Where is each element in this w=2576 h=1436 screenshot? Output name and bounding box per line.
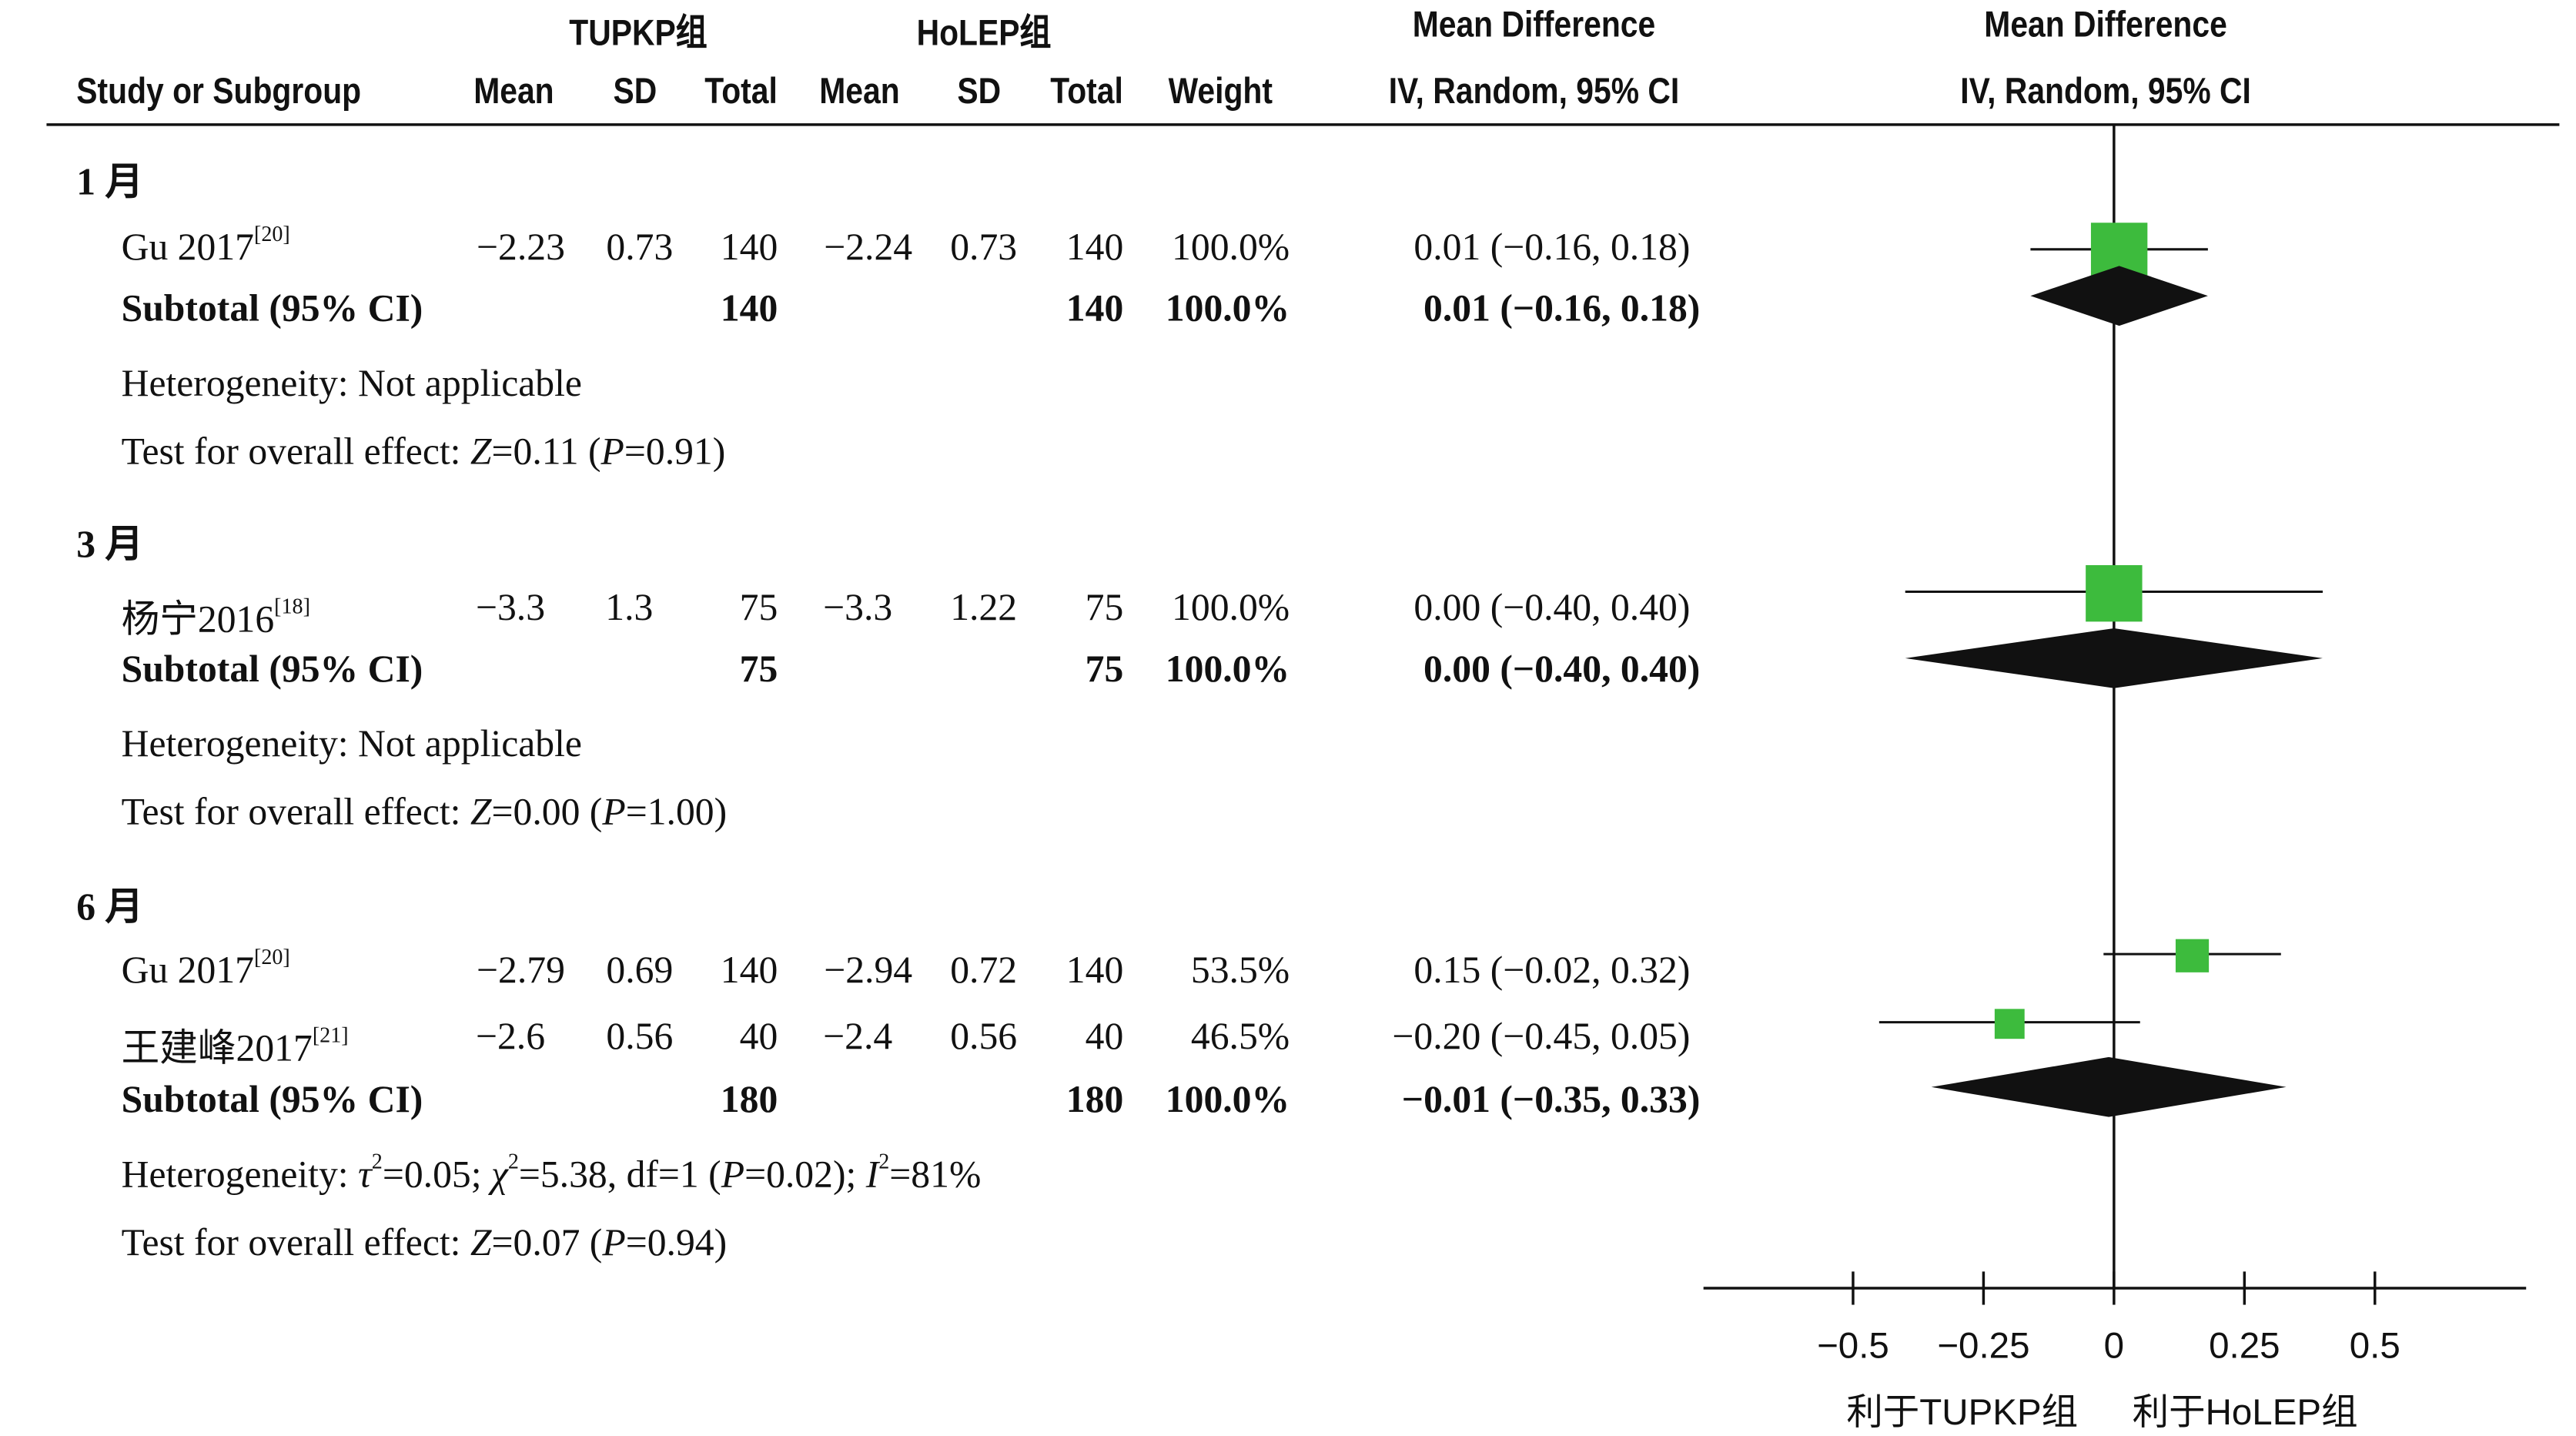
x-tick-label: 0 xyxy=(2104,1326,2124,1367)
weight-cell: 53.5% xyxy=(1190,949,1290,991)
x-tick-label: 0.5 xyxy=(2350,1326,2400,1367)
total1-cell: 140 xyxy=(720,226,778,268)
subtotal-weight: 100.0% xyxy=(1165,648,1290,690)
subtotal-total1: 140 xyxy=(720,287,778,330)
subgroup-label: 6 月 xyxy=(76,885,144,928)
study-column-header: Study or Subgroup xyxy=(76,69,362,112)
study-name: Gu 2017[20] xyxy=(121,944,290,991)
favours-left-label: 利于TUPKP组 xyxy=(1846,1391,2079,1433)
study-effect-box xyxy=(2175,939,2210,972)
sd1-cell: 0.56 xyxy=(606,1015,674,1057)
effect-title-header: Mean Difference xyxy=(1412,3,1656,45)
study-reference: [21] xyxy=(312,1023,349,1048)
ci-cell: 0.00 (−0.40, 0.40) xyxy=(1413,587,1691,628)
plot-method-header: IV, Random, 95% CI xyxy=(1960,69,2251,112)
mean1-cell: −2.79 xyxy=(477,949,565,991)
subtotal-diamond xyxy=(2030,266,2208,326)
overall-effect-text: Test for overall effect: Z=0.11 (P=0.91) xyxy=(121,430,726,473)
sd1-cell: 1.3 xyxy=(605,587,654,628)
x-tick-label: 0.25 xyxy=(2209,1326,2280,1367)
sd2-cell: 0.72 xyxy=(950,949,1018,991)
study-effect-box xyxy=(2086,564,2143,622)
total2-cell: 75 xyxy=(1085,587,1124,628)
sd1-column-header: SD xyxy=(613,69,657,112)
total2-cell: 140 xyxy=(1066,226,1124,268)
weight-cell: 100.0% xyxy=(1172,226,1290,268)
total1-cell: 140 xyxy=(720,949,778,991)
study-reference: [20] xyxy=(254,221,290,247)
heterogeneity-text: Heterogeneity: τ2=0.05; χ2=5.38, df=1 (P… xyxy=(121,1149,982,1196)
study-reference: [20] xyxy=(254,944,290,970)
mean2-cell: −2.94 xyxy=(824,949,913,991)
heterogeneity-text: Heterogeneity: Not applicable xyxy=(121,362,582,404)
sd2-column-header: SD xyxy=(957,69,1002,112)
mean2-cell: −2.24 xyxy=(824,226,913,268)
mean2-cell: −3.3 xyxy=(823,587,893,628)
sd2-cell: 0.73 xyxy=(950,226,1018,268)
plot-title-header: Mean Difference xyxy=(1984,3,2227,45)
total1-cell: 75 xyxy=(739,587,778,628)
subtotal-label: Subtotal (95% CI) xyxy=(121,1078,423,1120)
effect-method-header: IV, Random, 95% CI xyxy=(1388,69,1680,112)
sd1-cell: 0.73 xyxy=(606,226,674,268)
subtotal-total1: 75 xyxy=(739,648,778,690)
overall-effect-text: Test for overall effect: Z=0.00 (P=1.00) xyxy=(121,791,728,833)
subtotal-label: Subtotal (95% CI) xyxy=(121,287,423,330)
total2-column-header: Total xyxy=(1050,69,1123,112)
group2-header: HoLEP组 xyxy=(916,12,1052,54)
subgroup-label: 3 月 xyxy=(76,523,144,565)
x-tick-label: −0.25 xyxy=(1937,1326,2029,1367)
weight-cell: 46.5% xyxy=(1190,1015,1290,1057)
subtotal-diamond xyxy=(1931,1056,2287,1117)
study-effect-box xyxy=(1994,1009,2025,1039)
mean1-cell: −2.6 xyxy=(475,1015,546,1057)
mean2-cell: −2.4 xyxy=(823,1015,893,1057)
mean2-column-header: Mean xyxy=(819,69,900,112)
ci-cell: 0.15 (−0.02, 0.32) xyxy=(1413,949,1691,991)
sd2-cell: 0.56 xyxy=(950,1015,1018,1057)
mean1-cell: −3.3 xyxy=(475,587,546,628)
sd2-cell: 1.22 xyxy=(950,587,1018,628)
heterogeneity-text: Heterogeneity: Not applicable xyxy=(121,723,582,765)
weight-column-header: Weight xyxy=(1168,69,1273,112)
subtotal-weight: 100.0% xyxy=(1165,287,1290,330)
subtotal-total2: 140 xyxy=(1066,287,1124,330)
subtotal-total2: 75 xyxy=(1085,648,1124,690)
study-reference: [18] xyxy=(274,594,310,619)
subtotal-ci: −0.01 (−0.35, 0.33) xyxy=(1401,1078,1701,1120)
overall-effect-text: Test for overall effect: Z=0.07 (P=0.94) xyxy=(121,1221,728,1264)
mean1-cell: −2.23 xyxy=(477,226,565,268)
study-name: 杨宁2016[18] xyxy=(121,594,310,641)
subtotal-ci: 0.00 (−0.40, 0.40) xyxy=(1423,648,1701,690)
total1-cell: 40 xyxy=(739,1015,778,1057)
total2-cell: 40 xyxy=(1085,1015,1124,1057)
x-tick-label: −0.5 xyxy=(1817,1326,1889,1367)
sd1-cell: 0.69 xyxy=(606,949,674,991)
weight-cell: 100.0% xyxy=(1172,587,1290,628)
ci-cell: −0.20 (−0.45, 0.05) xyxy=(1392,1015,1691,1057)
study-name: Gu 2017[20] xyxy=(121,221,290,268)
subtotal-total2: 180 xyxy=(1066,1078,1124,1120)
subtotal-ci: 0.01 (−0.16, 0.18) xyxy=(1423,287,1701,330)
subgroup-label: 1 月 xyxy=(76,161,144,203)
ci-cell: 0.01 (−0.16, 0.18) xyxy=(1413,226,1691,268)
subtotal-label: Subtotal (95% CI) xyxy=(121,648,423,690)
subtotal-diamond xyxy=(1905,628,2323,688)
subtotal-total1: 180 xyxy=(720,1078,778,1120)
favours-right-label: 利于HoLEP组 xyxy=(2132,1391,2358,1433)
total2-cell: 140 xyxy=(1066,949,1124,991)
mean1-column-header: Mean xyxy=(473,69,554,112)
subtotal-weight: 100.0% xyxy=(1165,1078,1290,1120)
group1-header: TUPKP组 xyxy=(569,12,708,54)
total1-column-header: Total xyxy=(704,69,778,112)
study-name: 王建峰2017[21] xyxy=(121,1023,349,1069)
